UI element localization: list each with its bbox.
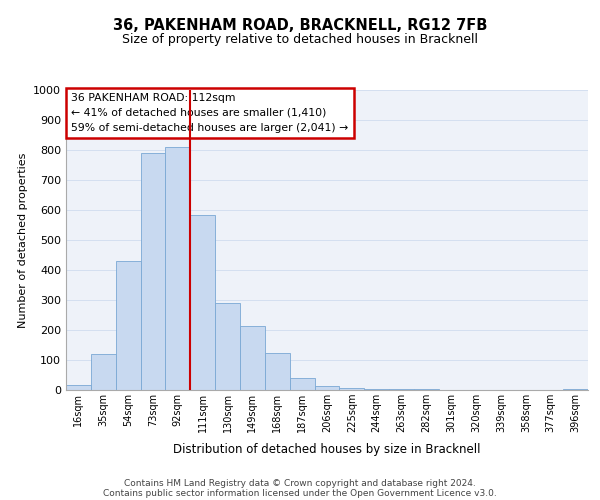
X-axis label: Distribution of detached houses by size in Bracknell: Distribution of detached houses by size … — [173, 444, 481, 456]
Bar — [314, 386, 340, 390]
Bar — [190, 214, 215, 390]
Text: Size of property relative to detached houses in Bracknell: Size of property relative to detached ho… — [122, 32, 478, 46]
Bar — [166, 147, 190, 390]
Bar — [116, 261, 140, 390]
Bar — [240, 326, 265, 390]
Bar — [364, 388, 389, 390]
Bar — [215, 303, 240, 390]
Text: 36, PAKENHAM ROAD, BRACKNELL, RG12 7FB: 36, PAKENHAM ROAD, BRACKNELL, RG12 7FB — [113, 18, 487, 32]
Bar — [563, 388, 588, 390]
Bar — [66, 384, 91, 390]
Text: Contains public sector information licensed under the Open Government Licence v3: Contains public sector information licen… — [103, 488, 497, 498]
Bar — [340, 388, 364, 390]
Bar — [389, 389, 414, 390]
Text: 36 PAKENHAM ROAD: 112sqm
← 41% of detached houses are smaller (1,410)
59% of sem: 36 PAKENHAM ROAD: 112sqm ← 41% of detach… — [71, 93, 349, 132]
Bar — [91, 354, 116, 390]
Text: Contains HM Land Registry data © Crown copyright and database right 2024.: Contains HM Land Registry data © Crown c… — [124, 478, 476, 488]
Y-axis label: Number of detached properties: Number of detached properties — [17, 152, 28, 328]
Bar — [265, 352, 290, 390]
Bar — [290, 378, 314, 390]
Bar — [140, 153, 166, 390]
